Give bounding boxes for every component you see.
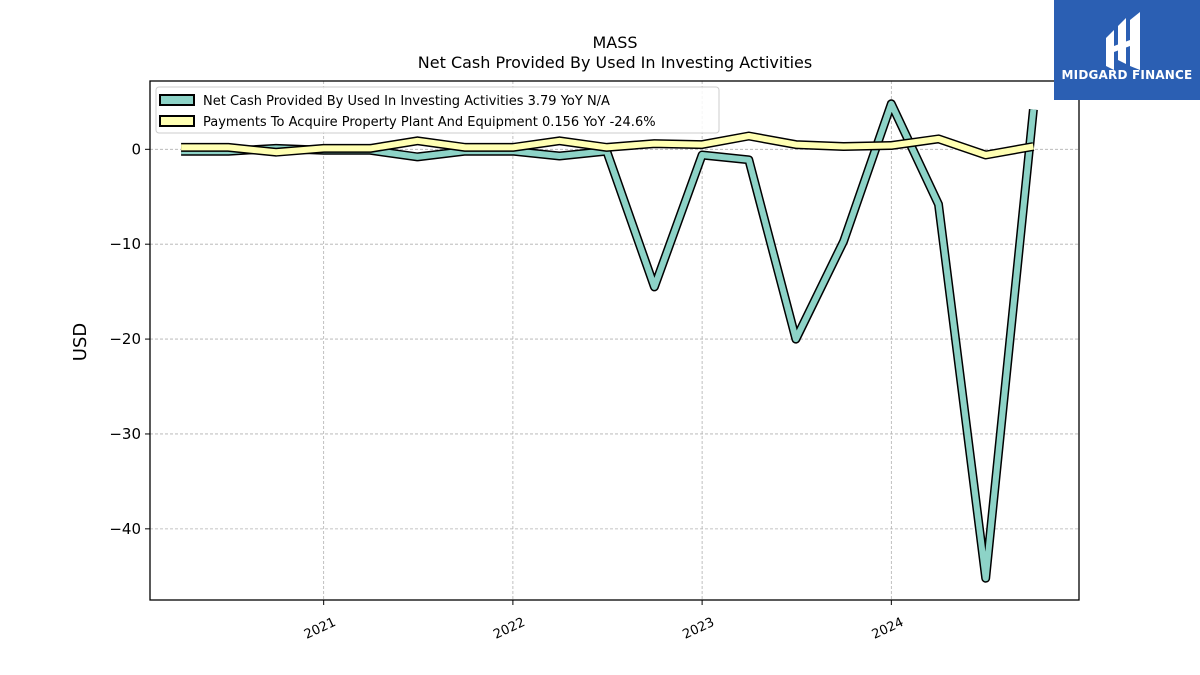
- y-tick-label: −30: [109, 425, 141, 443]
- series-0-outline: [181, 99, 1038, 583]
- legend-label: Net Cash Provided By Used In Investing A…: [203, 94, 610, 109]
- y-tick-label: −10: [109, 235, 141, 253]
- brand-logo: MIDGARD FINANCE: [1054, 0, 1200, 100]
- legend: Net Cash Provided By Used In Investing A…: [155, 86, 720, 134]
- chart-title: MASS: [592, 33, 637, 52]
- legend-box: [155, 86, 720, 134]
- plot-frame: [149, 80, 1080, 601]
- chart-subtitle: Net Cash Provided By Used In Investing A…: [418, 53, 812, 72]
- x-tick-label: 2021: [302, 615, 338, 643]
- x-tick-label: 2022: [491, 615, 527, 643]
- legend-swatch: [159, 94, 195, 106]
- y-axis-label: USD: [70, 323, 91, 361]
- legend-swatch: [159, 115, 195, 127]
- x-tick-label: 2023: [680, 615, 716, 643]
- x-tick-label: 2024: [870, 615, 906, 643]
- series-layer: [181, 99, 1038, 583]
- axes: 0 −10 −20 −30 −40 2021 2022 2023 2024: [109, 140, 906, 642]
- logo-text: MIDGARD FINANCE: [1061, 68, 1193, 82]
- series-0-line: [181, 100, 1037, 582]
- y-tick-label: −40: [109, 520, 141, 538]
- y-tick-label: 0: [131, 140, 141, 158]
- legend-label: Payments To Acquire Property Plant And E…: [203, 115, 656, 130]
- series-1-line: [181, 133, 1034, 158]
- y-tick-label: −20: [109, 330, 141, 348]
- grid: [150, 81, 1079, 600]
- logo-mark-icon: [1106, 12, 1140, 70]
